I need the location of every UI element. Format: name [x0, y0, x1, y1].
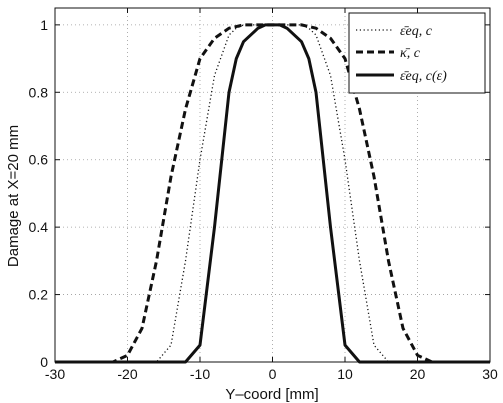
y-tick-label: 0	[40, 354, 48, 370]
x-tick-labels: -30 -20 -10 0 10 20 30	[45, 366, 498, 382]
y-tick-labels: 0 0.2 0.4 0.6 0.8 1	[29, 17, 49, 370]
x-tick-label: -20	[117, 366, 137, 382]
series-line-solid	[55, 23, 490, 364]
legend-label-kappa: κ̄, c	[400, 46, 421, 61]
x-tick-label: -10	[190, 366, 210, 382]
x-tick-label: 20	[410, 366, 426, 382]
x-tick-label: 0	[269, 366, 277, 382]
legend: ε̄eq, c κ̄, c ε̄eq, c(ε)	[348, 12, 486, 94]
x-tick-label: 30	[482, 366, 498, 382]
y-axis-label: Damage at X=20 mm	[5, 125, 22, 267]
y-tick-label: 0.8	[29, 84, 49, 100]
legend-label-eps-eq-c-eps: ε̄eq, c(ε)	[400, 69, 447, 84]
legend-label-eps-eq: ε̄eq, c	[400, 24, 433, 39]
y-tick-label: 0.2	[29, 287, 49, 303]
y-tick-label: 0.6	[29, 152, 49, 168]
x-tick-label: -30	[45, 366, 65, 382]
x-tick-label: 10	[337, 366, 353, 382]
axis-ticks	[54, 8, 491, 363]
x-axis-label: Y–coord [mm]	[225, 386, 318, 403]
y-tick-label: 1	[40, 17, 48, 33]
grid-lines	[55, 8, 490, 362]
y-tick-label: 0.4	[29, 219, 49, 235]
series-lines	[55, 23, 490, 364]
